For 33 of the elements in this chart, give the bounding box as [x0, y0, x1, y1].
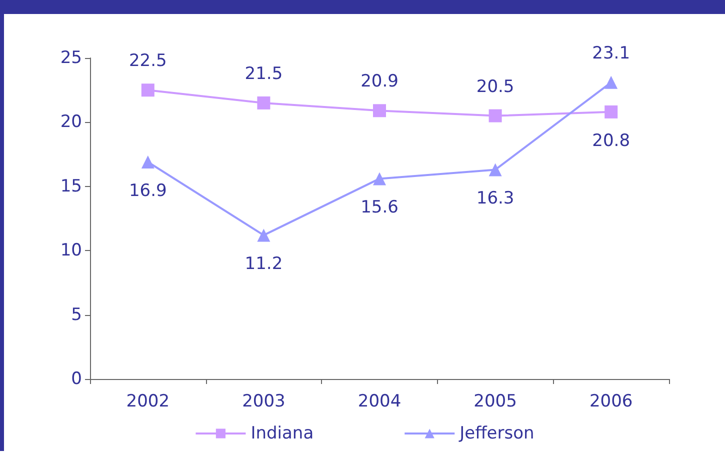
point: [141, 84, 154, 97]
x-tick-label: 2002: [126, 392, 170, 412]
data-label: 20.8: [592, 130, 630, 151]
x-tick-label: 2004: [358, 392, 402, 412]
y-tick-label: 5: [71, 304, 82, 325]
x-tick-label: 2006: [589, 392, 633, 412]
data-label: 16.3: [476, 188, 514, 209]
data-label: 11.2: [244, 254, 283, 274]
point: [257, 96, 270, 110]
legend-label: Jefferson: [458, 424, 534, 444]
legend-label: Indiana: [250, 424, 314, 444]
x-tick-label: 2005: [474, 392, 517, 412]
point: [604, 105, 618, 118]
y-tick-label: 0: [71, 369, 82, 389]
data-label: 22.5: [128, 51, 167, 72]
point: [373, 172, 386, 186]
y-tick-label: 15: [60, 176, 82, 196]
data-label: 21.5: [244, 64, 283, 84]
point: [604, 76, 618, 89]
y-tick-label: 25: [60, 48, 82, 68]
data-label: 15.6: [360, 198, 398, 218]
point: [488, 109, 502, 122]
point: [257, 228, 270, 242]
point: [488, 163, 502, 176]
data-label: 16.9: [128, 181, 167, 202]
x-tick-label: 2003: [242, 392, 286, 412]
point: [373, 104, 386, 118]
data-label: 23.1: [592, 43, 630, 64]
y-tick-label: 20: [60, 112, 82, 132]
point: [141, 156, 154, 169]
data-label: 20.5: [476, 76, 514, 97]
data-label: 20.9: [360, 72, 398, 92]
y-tick-label: 10: [60, 240, 82, 261]
